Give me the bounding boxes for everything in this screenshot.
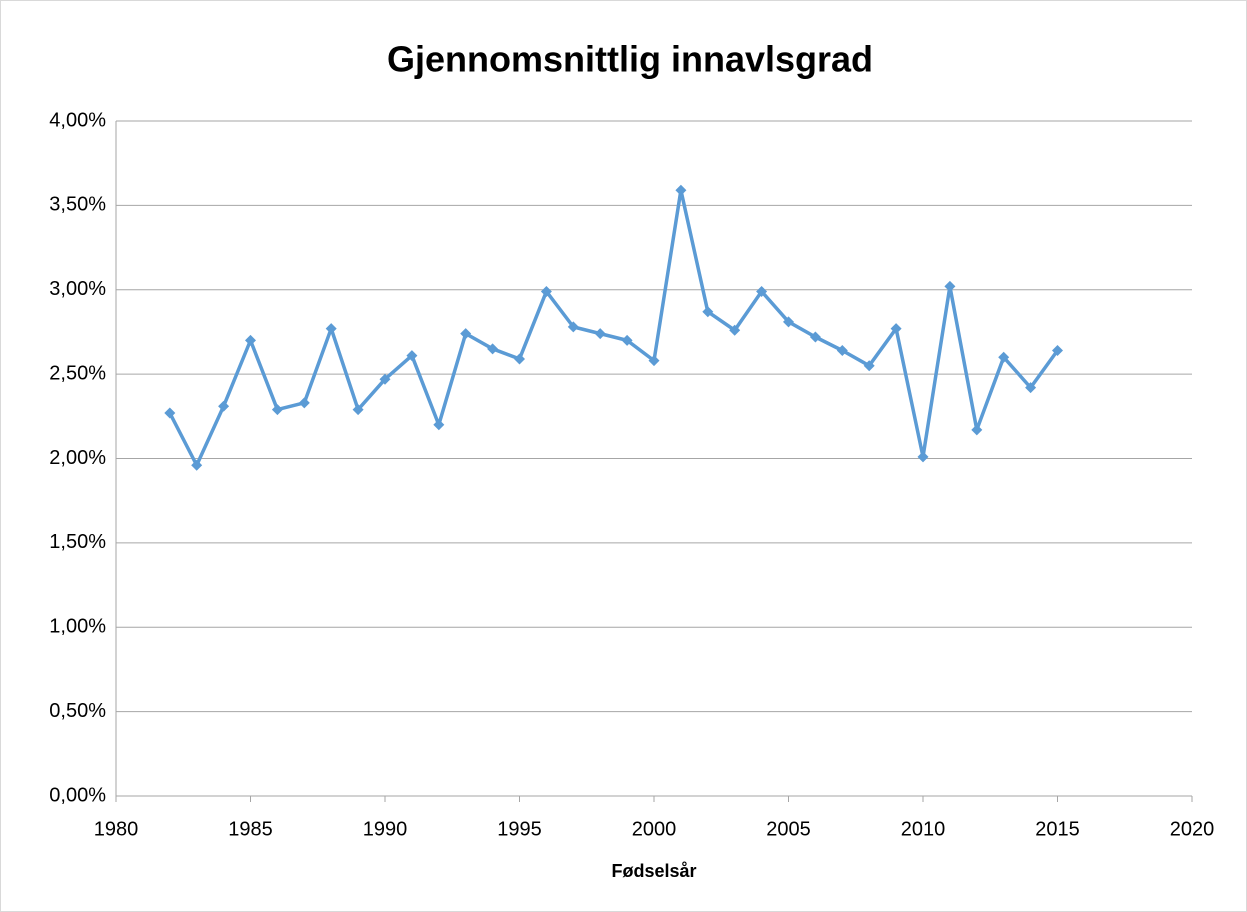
- marker: [836, 345, 848, 356]
- marker: [756, 285, 768, 297]
- y-tick-label: 1,50%: [49, 531, 106, 553]
- marker: [514, 353, 525, 365]
- x-axis-label: Fødselsår: [611, 861, 696, 881]
- y-tick-label: 0,50%: [49, 700, 106, 722]
- marker: [998, 351, 1010, 363]
- x-tick-label: 1985: [228, 818, 273, 840]
- marker: [702, 306, 714, 318]
- marker: [621, 334, 633, 346]
- marker: [729, 324, 741, 336]
- marker: [1025, 382, 1037, 394]
- marker: [352, 404, 364, 416]
- y-tick-label: 1,00%: [49, 616, 106, 638]
- line: [168, 188, 1059, 467]
- marker: [406, 350, 418, 362]
- y-tick-label: 3,00%: [49, 278, 106, 300]
- y-tick-label: 3,50%: [49, 194, 106, 216]
- marker: [863, 360, 875, 372]
- y-tick-label: 2,50%: [49, 362, 106, 384]
- marker: [890, 323, 902, 335]
- marker: [944, 280, 956, 292]
- marker: [675, 184, 687, 196]
- x-tick-label: 1980: [94, 818, 139, 840]
- marker: [594, 328, 606, 340]
- marker: [1052, 345, 1063, 356]
- x-tick-label: 2010: [901, 818, 946, 840]
- marker: [648, 355, 660, 367]
- marker: [917, 451, 929, 463]
- marker: [218, 400, 230, 412]
- y-tick-label: 0,00%: [49, 784, 106, 806]
- marker: [325, 323, 337, 335]
- marker: [809, 331, 821, 343]
- y-tick-label: 4,00%: [49, 109, 106, 131]
- marker: [971, 424, 983, 436]
- x-tick-label: 1995: [497, 818, 542, 840]
- marker: [567, 321, 579, 333]
- marker: [271, 404, 283, 416]
- marker: [433, 419, 445, 431]
- marker: [298, 397, 310, 409]
- marker: [379, 373, 391, 385]
- marker: [783, 316, 794, 328]
- x-tick-label: 2005: [766, 818, 811, 840]
- x-tick-label: 2015: [1035, 818, 1080, 840]
- marker: [191, 459, 203, 471]
- y-tick-label: 2,00%: [49, 447, 106, 469]
- x-tick-label: 2000: [632, 818, 677, 840]
- x-tick-label: 2020: [1170, 818, 1215, 840]
- marker: [487, 343, 499, 355]
- chart-title: Gjennomsnittlig innavlsgrad: [387, 39, 873, 80]
- marker: [540, 285, 552, 297]
- x-tick-label: 1990: [363, 818, 408, 840]
- marker: [164, 407, 176, 419]
- marker: [460, 328, 472, 340]
- marker: [245, 334, 256, 346]
